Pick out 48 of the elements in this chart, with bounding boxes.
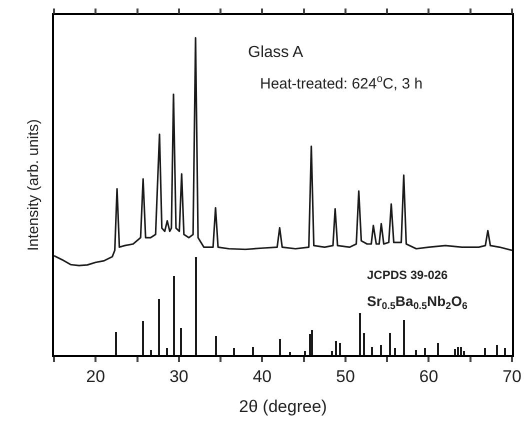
bar: [233, 348, 235, 355]
bar: [279, 339, 281, 355]
bar: [115, 332, 117, 355]
annotation: Heat-treated: 624$^{o}$C, 3 h: [260, 73, 423, 92]
bar: [311, 330, 313, 355]
bar: [394, 348, 396, 355]
bar: [380, 345, 382, 355]
bar: [309, 334, 311, 355]
bar: [371, 347, 373, 355]
bar: [304, 351, 306, 355]
bar: [180, 328, 182, 355]
bar: [158, 299, 160, 355]
annotation: JCPDS 39-026: [367, 268, 448, 282]
x-tick-label: 60: [419, 367, 438, 386]
bar: [195, 257, 197, 355]
bar: [437, 343, 439, 355]
bar: [339, 343, 341, 355]
bar: [403, 320, 405, 355]
x-tick-label: 50: [336, 367, 355, 386]
bar: [359, 313, 361, 355]
x-axis-title: 2θ (degree): [239, 397, 327, 416]
annotation: Sr$_{0.5}$Ba$_{0.5}$Nb$_{2}$O$_{6}$: [367, 293, 468, 312]
y-axis-title: Intensity (arb. units): [25, 119, 42, 251]
bar: [496, 345, 498, 355]
bar: [504, 348, 506, 355]
bar: [484, 348, 486, 355]
bar: [331, 351, 333, 355]
x-tick-label: 40: [252, 367, 272, 386]
bar: [363, 333, 365, 355]
bar: [454, 349, 456, 355]
bar: [173, 276, 175, 355]
x-tick-label: 20: [86, 367, 106, 386]
bar: [142, 321, 144, 355]
bar: [289, 352, 291, 355]
bar: [463, 351, 465, 355]
x-tick-label: 70: [502, 367, 522, 386]
x-tick-label: 30: [169, 367, 188, 386]
annotation: Glass A: [248, 44, 304, 61]
bar: [335, 341, 337, 355]
bar: [252, 347, 254, 355]
bar: [415, 350, 417, 355]
bar: [150, 350, 152, 355]
bar: [389, 333, 391, 355]
bar: [215, 336, 217, 355]
bar: [460, 347, 462, 355]
bar: [424, 348, 426, 355]
bar: [457, 347, 459, 355]
bar: [166, 348, 168, 355]
